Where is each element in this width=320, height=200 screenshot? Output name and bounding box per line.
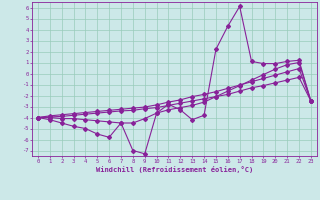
X-axis label: Windchill (Refroidissement éolien,°C): Windchill (Refroidissement éolien,°C) xyxy=(96,166,253,173)
